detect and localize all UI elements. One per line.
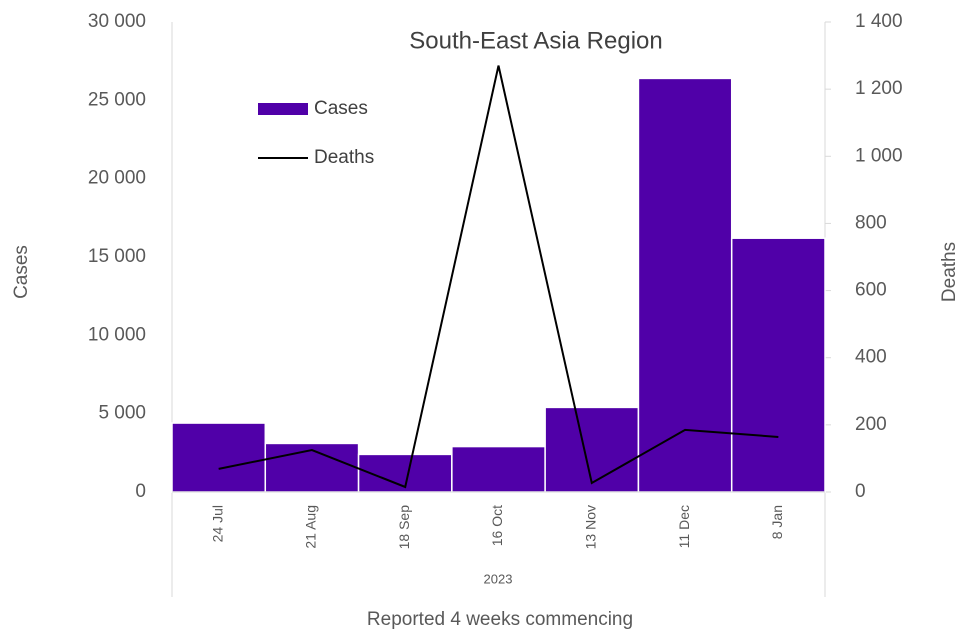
y-axis-title: Cases [11,245,32,299]
x-tick-label: 8 Jan [769,505,785,539]
x-tick-label: 24 Jul [209,505,225,542]
y-tick-label: 15 000 [88,246,146,267]
chart-title: South-East Asia Region [409,27,663,54]
y2-tick-label: 200 [855,414,887,435]
y2-tick-label: 800 [855,212,887,233]
x-tick-label: 13 Nov [582,505,598,549]
x-axis-title: Reported 4 weeks commencing [367,609,633,630]
legend-label: Cases [314,98,368,119]
y2-tick-label: 600 [855,280,887,301]
x-tick-label: 16 Oct [489,505,505,546]
y2-tick-label: 0 [855,481,866,502]
y-tick-label: 20 000 [88,168,146,189]
bar [451,445,546,493]
x-group-label: 2023 [484,571,513,586]
y-tick-label: 30 000 [88,11,146,32]
bar [171,422,267,493]
x-tick-label: 21 Aug [303,505,319,549]
legend-swatch [258,103,308,115]
legend-label: Deaths [314,147,374,168]
x-tick-label: 11 Dec [676,505,692,548]
y2-tick-label: 1 000 [855,145,903,166]
bar [637,77,733,493]
x-tick-label: 18 Sep [396,505,412,550]
bar [730,237,826,493]
y-tick-label: 25 000 [88,89,146,110]
y2-tick-label: 1 400 [855,11,903,32]
line [218,65,779,489]
y2-axis-title: Deaths [939,242,960,302]
y-tick-label: 0 [135,481,146,502]
y-tick-label: 10 000 [88,324,146,345]
y-tick-label: 5 000 [98,403,146,424]
y2-tick-label: 1 200 [855,78,903,99]
y2-tick-label: 400 [855,347,887,368]
